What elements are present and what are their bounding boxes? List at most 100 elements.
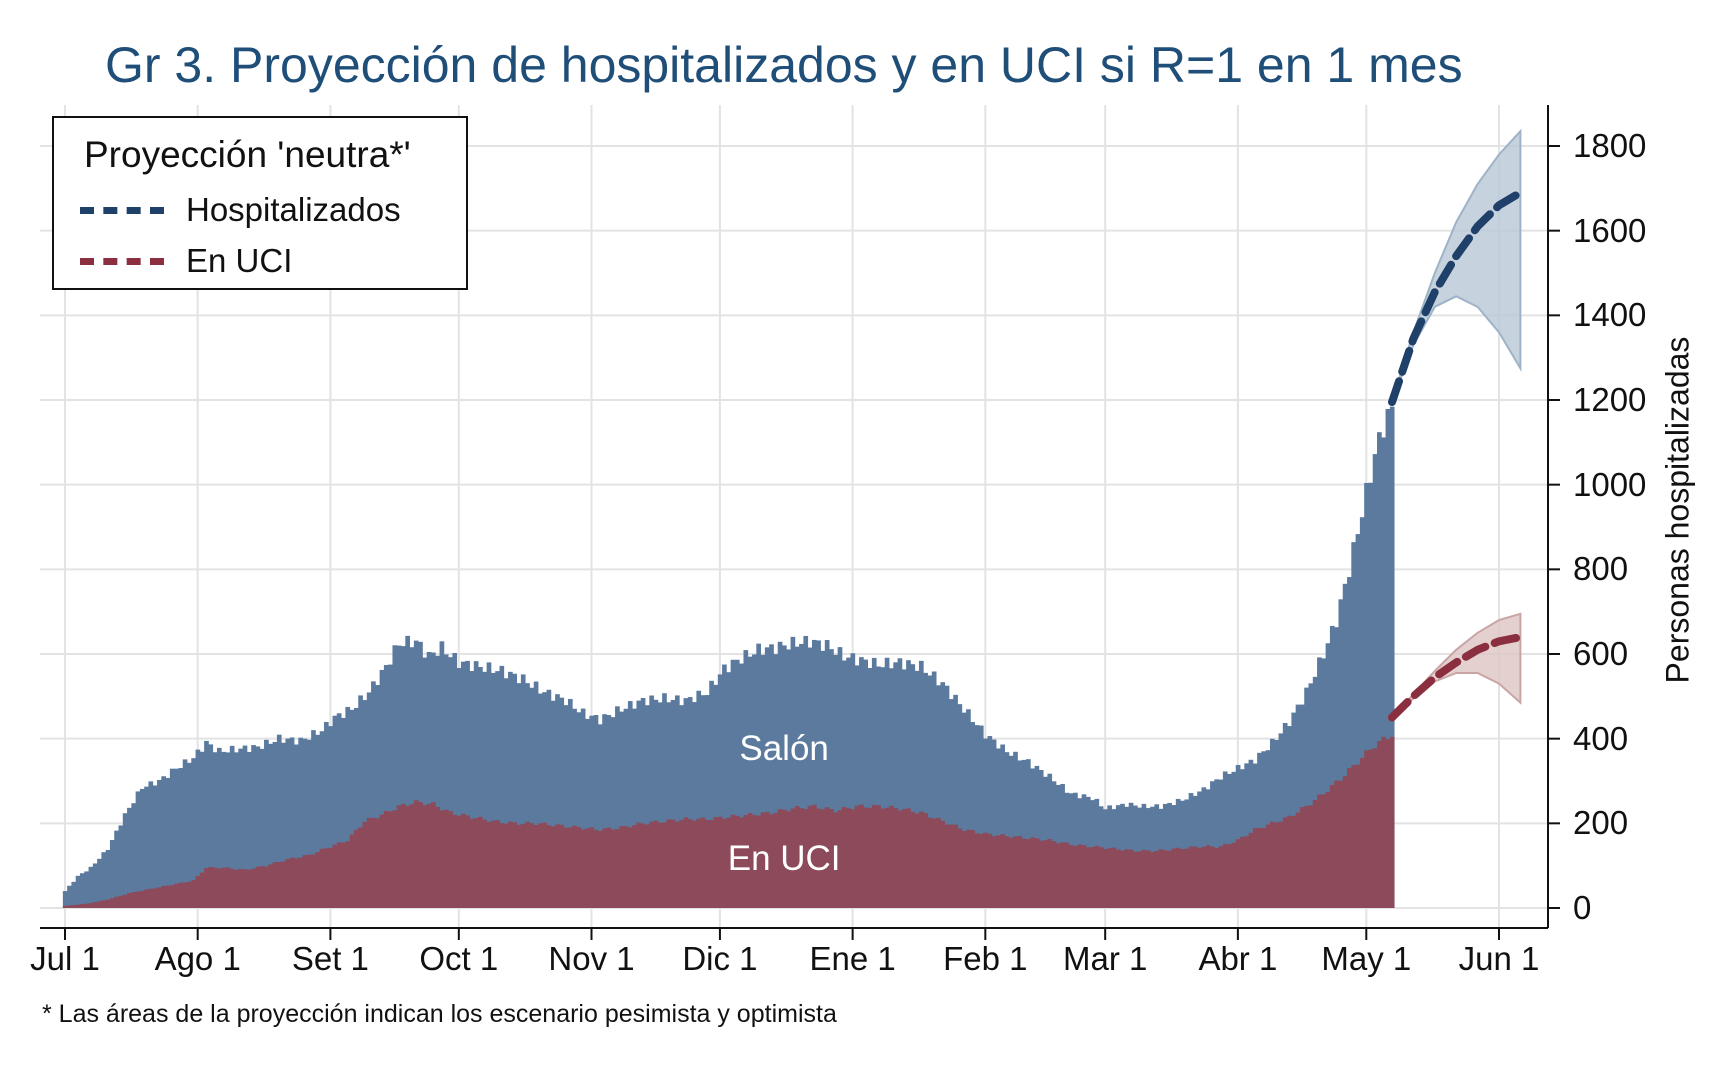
uci-bar — [452, 814, 458, 908]
hospitalizados-bar — [294, 744, 299, 908]
uci-bar — [918, 811, 924, 908]
hospitalizados-bar — [585, 718, 590, 908]
x-tick-label: Dic 1 — [682, 940, 758, 977]
hospitalizados-bar — [726, 672, 732, 908]
uci-bar — [302, 855, 308, 908]
hospitalizados-bar — [135, 791, 141, 908]
uci-bar — [1364, 750, 1369, 908]
uci-bar — [1150, 851, 1155, 908]
hospitalizados-bar — [165, 777, 171, 908]
uci-bar — [1389, 736, 1395, 908]
hospitalizados-bar — [242, 745, 248, 908]
uci-bar — [1034, 838, 1040, 908]
hospitalizados-bar — [931, 671, 937, 908]
uci-bar — [1338, 780, 1344, 908]
uci-bar — [490, 820, 496, 908]
hospitalizados-bar — [876, 666, 881, 908]
hospitalizados-bar — [833, 654, 839, 908]
hospitalizados-bar — [144, 786, 149, 908]
x-tick-label: Set 1 — [291, 940, 369, 977]
uci-bar — [251, 868, 256, 908]
uci-bar — [71, 905, 77, 908]
uci-bar — [1004, 836, 1010, 908]
hospitalizados-bar — [1304, 687, 1309, 908]
hospitalizados-bar — [469, 671, 475, 908]
uci-bar — [760, 812, 766, 908]
uci-bar — [1188, 846, 1194, 908]
uci-bar — [1334, 780, 1339, 908]
uci-bar — [1317, 794, 1322, 908]
uci-bar — [1141, 849, 1147, 908]
hospitalizados-bar — [829, 649, 834, 908]
hospitalizados-bar — [1244, 763, 1249, 908]
uci-bar — [88, 902, 94, 908]
uci-bar — [1308, 805, 1314, 908]
hospitalizados-bar — [1210, 781, 1215, 908]
hospitalizados-bar — [409, 647, 415, 908]
uci-bar — [362, 821, 368, 908]
uci-bar — [743, 815, 749, 908]
hospitalizados-bar — [375, 685, 381, 908]
hospitalizados-bar — [315, 734, 321, 908]
uci-bar — [366, 817, 372, 908]
hospitalizados-bar — [811, 639, 817, 908]
hospitalizados-bar — [529, 687, 535, 908]
uci-bar — [1064, 842, 1070, 908]
uci-bar — [157, 887, 162, 908]
hospitalizados-bar — [923, 672, 928, 908]
hospitalizados-bar — [246, 751, 252, 908]
hospitalizados-bar — [893, 662, 898, 908]
hospitalizados-bar — [961, 712, 967, 908]
uci-bar — [1261, 828, 1267, 908]
uci-bar — [572, 825, 577, 908]
hospitalizados-bar — [820, 650, 826, 908]
uci-bar — [315, 851, 321, 908]
uci-bar — [863, 807, 869, 908]
hospitalizados-bar — [760, 654, 766, 908]
hospitalizados-bar — [122, 813, 128, 908]
uci-bar — [101, 900, 107, 908]
hospitalizados-bar — [109, 839, 115, 908]
hospitalizados-bar — [152, 785, 158, 908]
hospitalizados-bar — [670, 699, 676, 908]
uci-bar — [555, 824, 560, 908]
hospitalizados-bar — [991, 739, 997, 908]
hospitalizados-bar — [897, 658, 903, 908]
hospitalizados-bar — [983, 738, 988, 908]
uci-bar — [1184, 848, 1190, 908]
hospitalizados-bar — [255, 746, 261, 908]
uci-bar — [550, 826, 556, 908]
uci-bar — [1287, 815, 1292, 908]
hospitalizados-bar — [345, 706, 351, 908]
hospitalizados-bar — [863, 659, 869, 908]
hospitalizados-bar — [1308, 683, 1314, 908]
uci-bar — [1205, 845, 1211, 908]
x-tick-label: May 1 — [1321, 940, 1412, 977]
uci-bar — [67, 905, 72, 908]
uci-bar — [1329, 785, 1335, 908]
uci-bar — [1347, 768, 1352, 908]
y-tick-label: 0 — [1573, 889, 1592, 926]
uci-bar — [1111, 847, 1117, 908]
chart-title: Gr 3. Proyección de hospitalizados y en … — [105, 37, 1463, 93]
x-tick-label: Ene 1 — [809, 940, 896, 977]
y-tick-label: 800 — [1573, 550, 1629, 588]
uci-bar — [696, 818, 702, 908]
hospitalizados-bar — [636, 700, 642, 908]
hospitalizados-bar — [692, 702, 697, 908]
uci-bar — [392, 810, 398, 908]
hospitalizados-bar — [957, 704, 963, 908]
hospitalizados-bar — [906, 660, 911, 908]
hospitalizados-bar — [161, 776, 166, 908]
hospitalizados-bar — [383, 664, 389, 908]
hospitalizados-bar — [597, 724, 603, 908]
uci-bar — [1000, 834, 1005, 908]
hospitalizados-bar — [75, 875, 81, 908]
hospitalizados-bar — [62, 891, 68, 908]
uci-bar — [499, 823, 505, 908]
hospitalizados-bar — [225, 752, 231, 908]
hospitalizados-bar — [974, 725, 980, 908]
uci-bar — [306, 854, 312, 908]
uci-bar — [816, 808, 821, 908]
uci-bar — [1218, 846, 1224, 908]
